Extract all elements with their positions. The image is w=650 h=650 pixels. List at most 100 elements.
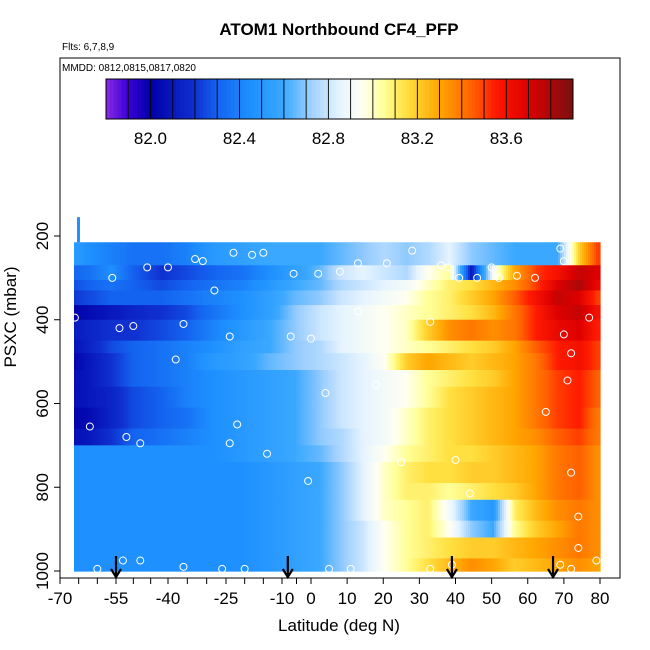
heat-cell (484, 340, 487, 354)
heat-cell (218, 537, 221, 560)
heat-cell (518, 407, 521, 430)
heat-cell (416, 537, 419, 560)
heat-cell (108, 265, 111, 281)
heat-cell (76, 353, 79, 371)
heat-cell (566, 386, 569, 409)
heat-cell (134, 370, 137, 388)
heat-cell (126, 340, 129, 354)
heat-cell (88, 520, 91, 539)
heat-cell (220, 499, 223, 522)
heat-cell (168, 290, 171, 306)
heat-cell (252, 428, 255, 446)
heat-cell (184, 537, 187, 560)
heat-cell (366, 499, 369, 522)
heat-cell (408, 242, 411, 266)
heat-cell (582, 242, 585, 266)
heat-cell (236, 520, 239, 539)
heat-cell (554, 242, 557, 266)
heat-cell (134, 407, 137, 430)
heat-cell (86, 242, 89, 266)
heat-cell (272, 558, 275, 572)
heat-cell (580, 370, 583, 388)
heat-cell (526, 483, 529, 501)
heat-cell (492, 353, 495, 371)
heat-cell (168, 242, 171, 266)
heat-cell (294, 462, 297, 484)
heat-cell (232, 265, 235, 281)
heat-cell (592, 483, 595, 501)
heat-cell (168, 520, 171, 539)
heat-cell (500, 386, 503, 409)
heat-cell (256, 386, 259, 409)
heat-cell (174, 290, 177, 306)
heat-cell (558, 305, 561, 321)
heat-cell (496, 407, 499, 430)
heat-cell (128, 353, 131, 371)
heat-cell (236, 483, 239, 501)
heat-cell (136, 340, 139, 354)
heat-cell (330, 407, 333, 430)
heat-cell (354, 386, 357, 409)
heat-cell (386, 558, 389, 572)
heat-cell (210, 340, 213, 354)
heat-cell (106, 242, 109, 266)
heat-cell (164, 462, 167, 484)
heat-cell (304, 305, 307, 321)
heat-cell (470, 242, 473, 266)
heat-cell (438, 483, 441, 501)
heat-cell (252, 520, 255, 539)
heat-cell (408, 558, 411, 572)
heat-cell (412, 386, 415, 409)
heat-cell (76, 386, 79, 409)
heat-cell (362, 428, 365, 446)
heat-cell (152, 319, 155, 342)
heat-cell (234, 290, 237, 306)
heat-cell (106, 520, 109, 539)
heat-cell (466, 520, 469, 539)
heat-cell (430, 305, 433, 321)
heat-cell (296, 386, 299, 409)
heat-cell (484, 407, 487, 430)
heat-cell (352, 305, 355, 321)
heat-cell (166, 279, 169, 292)
heat-cell (364, 290, 367, 306)
heat-cell (354, 445, 357, 463)
heat-cell (258, 290, 261, 306)
heat-cell (584, 483, 587, 501)
heat-cell (234, 483, 237, 501)
heat-cell (74, 279, 77, 292)
heat-cell (552, 386, 555, 409)
heat-cell (396, 279, 399, 292)
heat-cell (238, 353, 241, 371)
heat-cell (272, 499, 275, 522)
heat-cell (458, 290, 461, 306)
heat-cell (448, 386, 451, 409)
heat-cell (198, 305, 201, 321)
heat-cell (354, 520, 357, 539)
heat-cell (452, 407, 455, 430)
heat-cell (542, 483, 545, 501)
heat-cell (434, 242, 437, 266)
heat-cell (500, 428, 503, 446)
heat-cell (302, 242, 305, 266)
heat-cell (164, 445, 167, 463)
heat-cell (224, 353, 227, 371)
heat-cell (420, 279, 423, 292)
heat-cell (398, 537, 401, 560)
heat-cell (102, 386, 105, 409)
heat-cell (346, 462, 349, 484)
heat-cell (158, 462, 161, 484)
heat-cell (580, 445, 583, 463)
heat-cell (260, 353, 263, 371)
heat-cell (284, 265, 287, 281)
heat-cell (250, 242, 253, 266)
heat-cell (318, 340, 321, 354)
heat-cell (402, 290, 405, 306)
heat-cell (334, 445, 337, 463)
heat-cell (154, 279, 157, 292)
heat-cell (454, 428, 457, 446)
heat-cell (406, 242, 409, 266)
heat-cell (248, 537, 251, 560)
heat-cell (404, 499, 407, 522)
heat-cell (384, 462, 387, 484)
